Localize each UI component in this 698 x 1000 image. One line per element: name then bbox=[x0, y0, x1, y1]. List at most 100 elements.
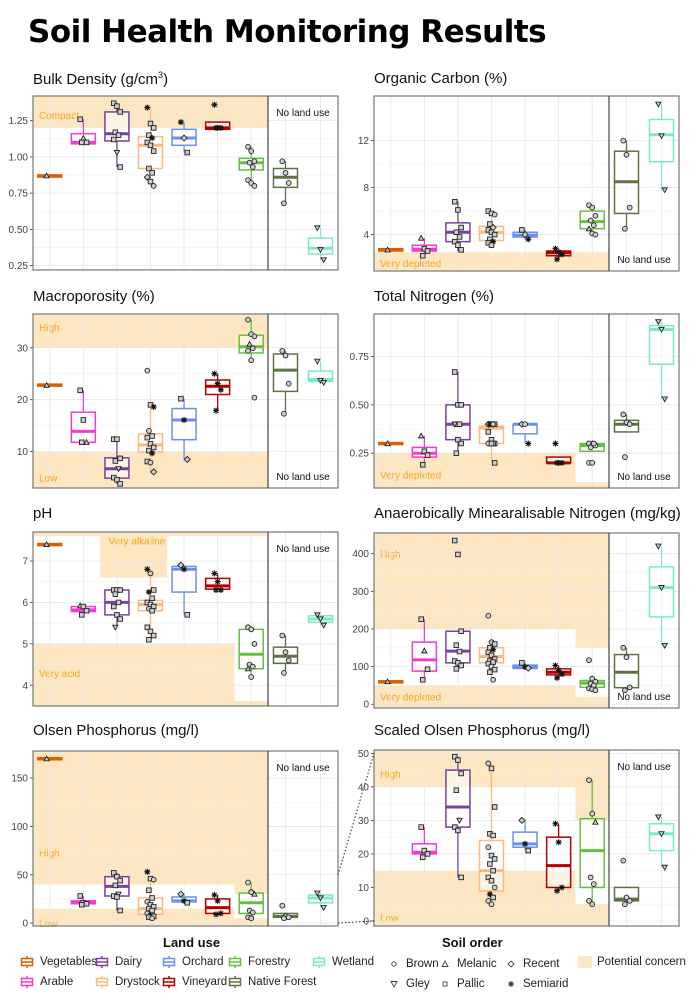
y-tick-label: 0 bbox=[363, 916, 369, 927]
point-pallic bbox=[424, 666, 431, 672]
box-dairy bbox=[445, 537, 471, 672]
point-pallic bbox=[150, 148, 157, 154]
box-dairy bbox=[445, 369, 471, 456]
point-pallic bbox=[117, 481, 123, 487]
point-pallic bbox=[488, 652, 495, 659]
point-recent bbox=[521, 230, 529, 239]
point-pallic bbox=[424, 851, 431, 857]
point-brown bbox=[249, 663, 256, 670]
point-pallic bbox=[451, 238, 458, 245]
point-brown bbox=[590, 440, 597, 447]
point-semiarid bbox=[213, 587, 220, 593]
box-vineyard bbox=[545, 440, 572, 466]
point-brown bbox=[622, 901, 628, 908]
point-pallic bbox=[147, 402, 154, 408]
box-arable bbox=[70, 116, 97, 146]
y-tick-label: 50 bbox=[358, 749, 370, 760]
y-tick-label: 0 bbox=[22, 919, 28, 930]
point-pallic bbox=[147, 441, 154, 447]
box-forestry bbox=[238, 879, 264, 922]
point-pallic bbox=[456, 648, 463, 655]
box-iqr bbox=[411, 641, 438, 672]
point-semiarid bbox=[149, 135, 156, 142]
point-melanic bbox=[384, 246, 391, 253]
point-semiarid bbox=[490, 238, 497, 245]
point-gley bbox=[456, 817, 463, 824]
point-brown bbox=[485, 844, 492, 851]
box-wetland bbox=[307, 890, 334, 912]
box-iqr bbox=[613, 886, 640, 902]
legend-label: Recent bbox=[523, 958, 560, 970]
box-vegetables bbox=[37, 172, 63, 179]
point-brown bbox=[622, 225, 628, 232]
y-tick-label: 12 bbox=[358, 136, 370, 147]
y-tick-label: 50 bbox=[17, 870, 29, 881]
point-pallic bbox=[451, 537, 458, 544]
y-tick-label: 20 bbox=[17, 395, 29, 406]
point-semiarid bbox=[525, 440, 532, 447]
boxplot-key-icon bbox=[20, 976, 34, 988]
point-brown bbox=[589, 810, 596, 817]
point-semiarid bbox=[144, 104, 151, 111]
point-brown bbox=[590, 881, 597, 887]
point-pallic bbox=[455, 757, 461, 763]
point-brown bbox=[587, 874, 594, 881]
y-tick-label: 0.75 bbox=[9, 189, 29, 200]
point-melanic bbox=[417, 234, 425, 241]
y-tick-label: 0.75 bbox=[350, 352, 370, 363]
point-brown bbox=[587, 444, 594, 451]
point-brown bbox=[150, 183, 157, 189]
point-recent bbox=[180, 134, 188, 142]
point-pallic bbox=[525, 847, 532, 854]
point-brown bbox=[490, 676, 496, 683]
point-pallic bbox=[455, 242, 461, 248]
box-drystock bbox=[137, 868, 164, 922]
box-native-forest bbox=[613, 857, 640, 908]
box-forestry bbox=[579, 440, 605, 466]
point-pallic bbox=[453, 229, 460, 235]
point-pallic bbox=[77, 893, 83, 899]
point-gley bbox=[317, 895, 324, 902]
box-forestry bbox=[238, 316, 264, 401]
point-pallic bbox=[455, 827, 461, 834]
zoom-connector-top bbox=[337, 753, 375, 875]
point-brown bbox=[251, 333, 258, 340]
point-pallic bbox=[112, 458, 119, 464]
recent-shape-icon bbox=[507, 960, 515, 968]
point-pallic bbox=[487, 221, 493, 227]
legend-item-semiarid: Semiarid bbox=[505, 978, 568, 990]
y-tick-label: 100 bbox=[352, 662, 369, 673]
point-pallic bbox=[455, 207, 461, 213]
point-pallic bbox=[184, 900, 191, 906]
box-vineyard bbox=[204, 570, 231, 593]
point-pallic bbox=[115, 132, 122, 138]
no-land-use-label: No land use bbox=[276, 763, 330, 774]
concern-zone bbox=[33, 751, 235, 885]
concern-zone bbox=[374, 533, 576, 629]
point-semiarid bbox=[214, 578, 221, 585]
box-dairy bbox=[104, 870, 130, 914]
point-semiarid bbox=[552, 245, 559, 252]
point-brown bbox=[285, 657, 292, 664]
point-semiarid bbox=[145, 589, 152, 596]
point-brown bbox=[248, 626, 255, 633]
legend-label: Pallic bbox=[457, 978, 485, 990]
panel-amn: High Very depleted 0 100 200 300 400 No land us… bbox=[352, 532, 680, 711]
box-orchard bbox=[512, 227, 538, 243]
point-brown bbox=[485, 898, 492, 904]
point-brown bbox=[586, 777, 592, 784]
legend-label: Semiarid bbox=[523, 978, 569, 990]
box-wetland bbox=[648, 543, 675, 650]
point-brown bbox=[146, 428, 152, 434]
point-pallic bbox=[77, 116, 83, 122]
box-iqr bbox=[307, 237, 334, 255]
point-brown bbox=[150, 876, 157, 883]
point-pallic bbox=[491, 641, 498, 647]
point-melanic bbox=[43, 755, 50, 762]
box-wetland bbox=[648, 814, 675, 871]
point-pallic bbox=[149, 433, 155, 439]
point-gley bbox=[317, 247, 324, 254]
point-pallic bbox=[488, 877, 495, 884]
plot-frame bbox=[373, 313, 680, 489]
box-drystock bbox=[478, 420, 505, 466]
